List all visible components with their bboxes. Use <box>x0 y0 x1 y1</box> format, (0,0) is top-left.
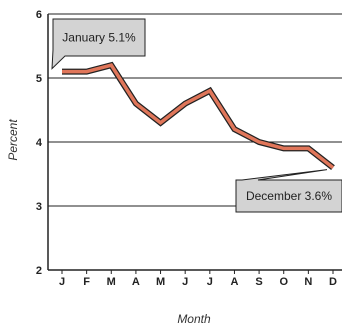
data-point <box>307 147 309 149</box>
y-tick-label: 2 <box>36 265 42 277</box>
x-tick-label: J <box>207 276 213 288</box>
x-tick-label: M <box>156 276 165 288</box>
x-tick-label: S <box>255 276 262 288</box>
data-point <box>85 70 87 72</box>
y-axis-label: Percent <box>6 119 20 161</box>
data-point <box>283 147 285 149</box>
series-line-outline <box>62 61 335 170</box>
data-point <box>209 90 211 92</box>
data-point <box>159 122 161 124</box>
callout-box <box>235 169 342 213</box>
x-tick-label: F <box>83 276 90 288</box>
callout-label: January 5.1% <box>62 31 136 45</box>
x-tick-label: A <box>230 276 238 288</box>
x-tick-label: J <box>182 276 188 288</box>
y-tick-labels: 2 3 4 5 6 <box>36 9 43 277</box>
data-point <box>135 102 137 104</box>
data-point <box>61 70 63 72</box>
y-tick-label: 4 <box>36 137 43 149</box>
data-point <box>233 128 235 130</box>
annotations: January 5.1% December 3.6% <box>51 18 342 213</box>
y-tick-label: 5 <box>36 73 42 85</box>
series-line-group <box>61 61 335 170</box>
x-tick-label: O <box>279 276 288 288</box>
x-tick-label: A <box>132 276 140 288</box>
x-axis-label: Month <box>177 312 211 326</box>
data-point <box>110 64 112 66</box>
data-point <box>258 141 260 143</box>
y-tick-label: 6 <box>36 9 42 21</box>
y-tick-label: 3 <box>36 201 42 213</box>
x-tick-label: J <box>59 276 65 288</box>
x-tick-label: M <box>107 276 116 288</box>
data-point <box>184 102 186 104</box>
callout: December 3.6% <box>235 169 342 213</box>
x-tick-label: D <box>329 276 337 288</box>
x-tick-label: N <box>304 276 312 288</box>
callout-box <box>51 18 146 70</box>
callout-label: December 3.6% <box>246 189 332 203</box>
data-point <box>332 166 334 168</box>
callout: January 5.1% <box>51 18 146 70</box>
series-line <box>62 63 335 169</box>
